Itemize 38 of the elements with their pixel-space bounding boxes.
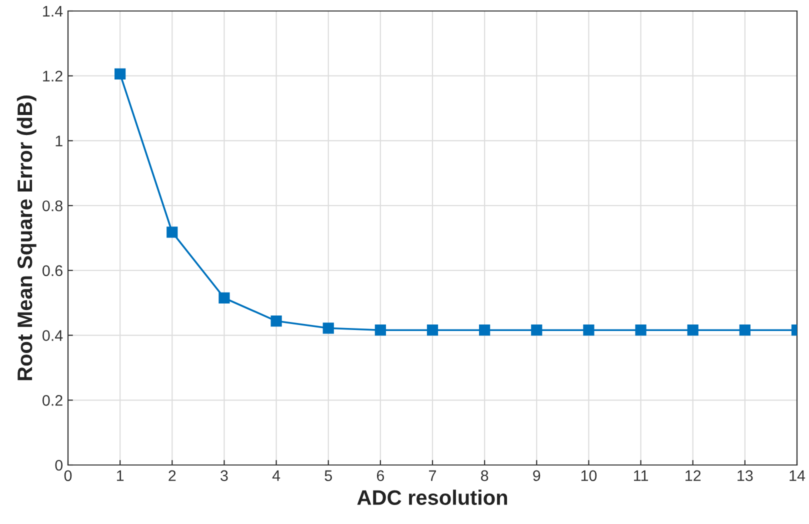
x-tick-label: 3: [220, 470, 228, 482]
point: [322, 322, 334, 334]
y-tick-label: 0: [55, 460, 63, 471]
y-tick-label: 0.6: [42, 265, 62, 276]
x-tick-label: 10: [581, 470, 597, 482]
x-tick-label: 6: [376, 470, 384, 482]
x-tick-label: 1: [116, 470, 124, 481]
y-tick-label: 0.2: [42, 395, 62, 406]
point: [218, 292, 230, 304]
y-tick-label: 0.4: [42, 330, 63, 341]
x-tick-label: 14: [790, 470, 806, 481]
point: [426, 324, 438, 336]
point: [374, 324, 386, 336]
y-axis-title: Root Mean Square Error (dB): [16, 96, 36, 380]
point: [479, 324, 490, 336]
point: [583, 324, 594, 336]
y-tick-label: 1.2: [43, 70, 62, 82]
point: [114, 68, 126, 80]
x-tick-label: 11: [634, 470, 648, 481]
x-tick-label: 5: [324, 470, 332, 482]
x-tick-label: 7: [429, 470, 436, 481]
x-tick-label: 0: [64, 470, 72, 482]
point: [635, 324, 646, 336]
x-tick-label: 4: [272, 470, 280, 481]
x-tick-label: 2: [168, 470, 176, 481]
point: [687, 324, 698, 336]
y-tick-label: 0.8: [42, 200, 62, 212]
x-tick-label: 9: [533, 470, 540, 482]
x-tick-label: 12: [686, 470, 701, 481]
x-axis-title: ADC resolution: [357, 490, 508, 505]
x-tick-label: 8: [480, 470, 488, 482]
x-tick-label: 13: [738, 470, 753, 482]
y-tick-label: 1: [56, 136, 62, 146]
point: [166, 226, 178, 238]
point: [270, 315, 282, 327]
point: [739, 324, 750, 336]
y-tick-label: 1.4: [43, 6, 63, 17]
point: [531, 324, 542, 336]
